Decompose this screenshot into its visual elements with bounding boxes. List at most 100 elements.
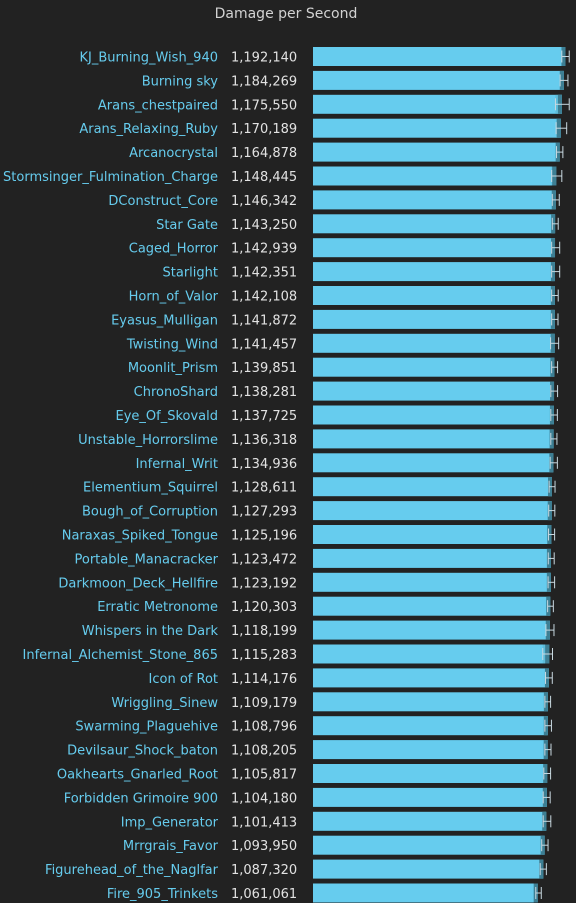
value-label: 1,184,269 (231, 74, 297, 89)
bar-row: Naraxas_Spiked_Tongue 1,125,196 (62, 525, 556, 544)
category-label: Unstable_Horrorslime (78, 433, 218, 448)
value-label: 1,136,318 (231, 433, 297, 448)
bar (313, 333, 555, 353)
category-label: Devilsaur_Shock_baton (67, 744, 218, 759)
bar (313, 47, 566, 66)
bar-row: Star Gate 1,143,250 (156, 214, 559, 234)
category-label: Darkmoon_Deck_Hellfire (58, 576, 218, 591)
bar-row: Burning sky 1,184,269 (142, 70, 569, 90)
category-label: Forbidden Grimoire 900 (64, 791, 218, 806)
bar (313, 262, 555, 282)
bar (313, 477, 552, 497)
bar-row: KJ_Burning_Wish_940 1,192,140 (80, 47, 570, 66)
bar (313, 668, 549, 688)
bar (313, 309, 555, 329)
category-label: Imp_Generator (121, 815, 219, 830)
value-label: 1,109,179 (231, 696, 297, 711)
value-label: 1,108,796 (231, 720, 297, 735)
bar (313, 883, 538, 903)
bar (313, 835, 545, 855)
bar (313, 692, 548, 712)
value-label: 1,108,205 (231, 744, 297, 759)
bar-row: Whispers in the Dark 1,118,199 (82, 620, 555, 640)
bar (313, 214, 556, 234)
bar-row: Devilsaur_Shock_baton 1,108,205 (67, 740, 552, 760)
value-label: 1,138,281 (231, 385, 297, 400)
category-label: Naraxas_Spiked_Tongue (62, 529, 218, 544)
bar-row: Imp_Generator 1,101,413 (121, 811, 552, 831)
bar (313, 787, 547, 807)
category-label: Moonlit_Prism (128, 361, 218, 376)
bar-row: Caged_Horror 1,142,939 (129, 238, 561, 258)
category-label: Starlight (163, 266, 218, 281)
bar-row: Figurehead_of_the_Naglfar 1,087,320 (45, 859, 547, 879)
value-label: 1,139,851 (231, 361, 297, 376)
bar-row: Portable_Manacracker 1,123,472 (74, 548, 555, 568)
bar-row: Eyasus_Mulligan 1,141,872 (111, 309, 559, 329)
category-label: Swarming_Plaguehive (75, 720, 218, 735)
bar (313, 859, 544, 879)
bar-row: Icon of Rot 1,114,176 (149, 668, 553, 688)
bar-row: Forbidden Grimoire 900 1,104,180 (64, 787, 551, 807)
category-label: Burning sky (142, 74, 219, 89)
bar (313, 238, 556, 258)
bar-row: Arcanocrystal 1,164,878 (129, 142, 564, 162)
bar-row: Twisting_Wind 1,141,457 (126, 333, 560, 353)
bar-row: Elementium_Squirrel 1,128,611 (83, 477, 556, 497)
bar (313, 764, 548, 783)
value-label: 1,114,176 (231, 672, 297, 687)
bar-row: DConstruct_Core 1,146,342 (108, 190, 560, 210)
value-label: 1,127,293 (231, 505, 297, 520)
value-label: 1,141,457 (231, 337, 297, 352)
value-label: 1,137,725 (231, 409, 297, 424)
category-label: Twisting_Wind (126, 337, 218, 352)
bar (313, 596, 551, 616)
bar (313, 94, 562, 114)
category-label: Horn_of_Valor (129, 290, 219, 305)
bar-row: Infernal_Alchemist_Stone_865 1,115,283 (23, 644, 553, 664)
value-label: 1,164,878 (231, 146, 297, 161)
bar-row: Mrrgrais_Favor 1,093,950 (123, 835, 549, 855)
value-label: 1,120,303 (231, 600, 297, 615)
bar (313, 70, 564, 90)
value-label: 1,104,180 (231, 791, 297, 806)
value-label: 1,123,192 (231, 576, 297, 591)
category-label: DConstruct_Core (108, 194, 218, 209)
value-label: 1,101,413 (231, 815, 297, 830)
bar-row: Oakhearts_Gnarled_Root 1,105,817 (57, 764, 552, 783)
value-label: 1,093,950 (231, 839, 297, 854)
bar (313, 740, 548, 760)
category-label: ChronoShard (134, 385, 218, 400)
value-label: 1,175,550 (231, 98, 297, 113)
bar-row: Fire_905_Trinkets 1,061,061 (107, 883, 542, 903)
bar (313, 142, 560, 162)
category-label: Elementium_Squirrel (83, 481, 218, 496)
bar (313, 405, 554, 425)
value-label: 1,087,320 (231, 863, 297, 878)
bar (313, 572, 551, 592)
bar-row: Infernal_Writ 1,134,936 (136, 453, 558, 473)
category-label: Infernal_Alchemist_Stone_865 (23, 648, 218, 663)
category-label: Star Gate (156, 218, 218, 233)
bar (313, 644, 550, 664)
bar (313, 381, 555, 401)
chart-title: Damage per Second (215, 6, 358, 22)
bar-row: Wriggling_Sinew 1,109,179 (111, 692, 552, 712)
bar (313, 118, 561, 138)
bar (313, 286, 555, 305)
bar-row: Swarming_Plaguehive 1,108,796 (75, 716, 552, 736)
value-label: 1,125,196 (231, 529, 297, 544)
value-label: 1,115,283 (231, 648, 297, 663)
value-label: 1,146,342 (231, 194, 297, 209)
value-label: 1,142,351 (231, 266, 297, 281)
bar-row: Darkmoon_Deck_Hellfire 1,123,192 (58, 572, 556, 592)
bar (313, 620, 550, 640)
value-label: 1,061,061 (231, 887, 297, 902)
bar (313, 811, 547, 831)
bar (313, 501, 552, 521)
bar-row: Arans_Relaxing_Ruby 1,170,189 (79, 118, 568, 138)
bar (313, 429, 554, 449)
bar (313, 166, 557, 186)
